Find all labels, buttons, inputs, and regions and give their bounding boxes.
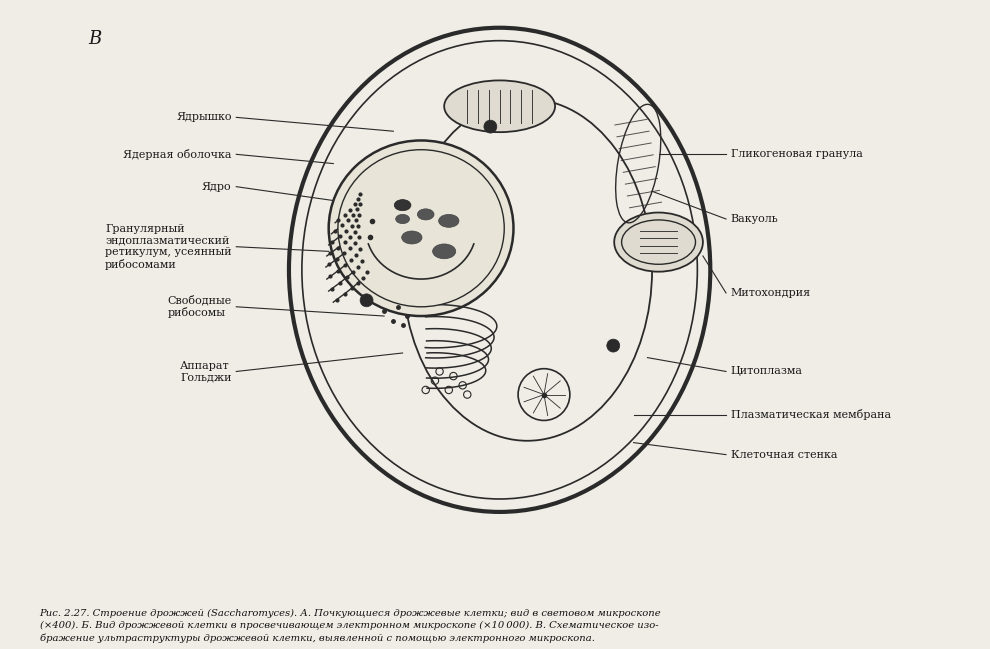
Text: Цитоплазма: Цитоплазма	[731, 367, 803, 376]
Text: Митохондрия: Митохондрия	[731, 288, 811, 298]
Ellipse shape	[439, 214, 459, 227]
Text: Плазматическая мембрана: Плазматическая мембрана	[731, 410, 891, 421]
Ellipse shape	[433, 244, 455, 259]
Ellipse shape	[396, 214, 410, 224]
Text: Гликогеновая гранула: Гликогеновая гранула	[731, 149, 862, 160]
Text: Рис. 2.27. Строение дрожжей (Saccharomyces). А. Почкующиеся дрожжевые клетки; ви: Рис. 2.27. Строение дрожжей (Saccharomyc…	[40, 609, 661, 643]
Ellipse shape	[338, 150, 504, 307]
Ellipse shape	[329, 140, 514, 316]
Ellipse shape	[403, 99, 652, 441]
Text: Вакуоль: Вакуоль	[731, 214, 778, 224]
Ellipse shape	[614, 212, 703, 272]
Text: Гранулярный
эндоплазматический
ретикулум, усеянный
рибосомами: Гранулярный эндоплазматический ретикулум…	[105, 224, 232, 270]
Text: Клеточная стенка: Клеточная стенка	[731, 450, 838, 459]
Text: Аппарат
Гольджи: Аппарат Гольджи	[180, 361, 232, 382]
Circle shape	[360, 294, 373, 307]
Ellipse shape	[445, 80, 555, 132]
Circle shape	[484, 120, 497, 133]
Text: B: B	[88, 30, 102, 47]
Ellipse shape	[302, 41, 697, 499]
Ellipse shape	[394, 200, 411, 211]
Ellipse shape	[402, 231, 422, 244]
Text: Ядерная оболочка: Ядерная оболочка	[123, 149, 232, 160]
Circle shape	[607, 339, 620, 352]
Text: Свободные
рибосомы: Свободные рибосомы	[167, 295, 232, 319]
Ellipse shape	[418, 209, 434, 220]
Text: Ядро: Ядро	[202, 182, 232, 191]
Text: Ядрышко: Ядрышко	[176, 112, 232, 123]
